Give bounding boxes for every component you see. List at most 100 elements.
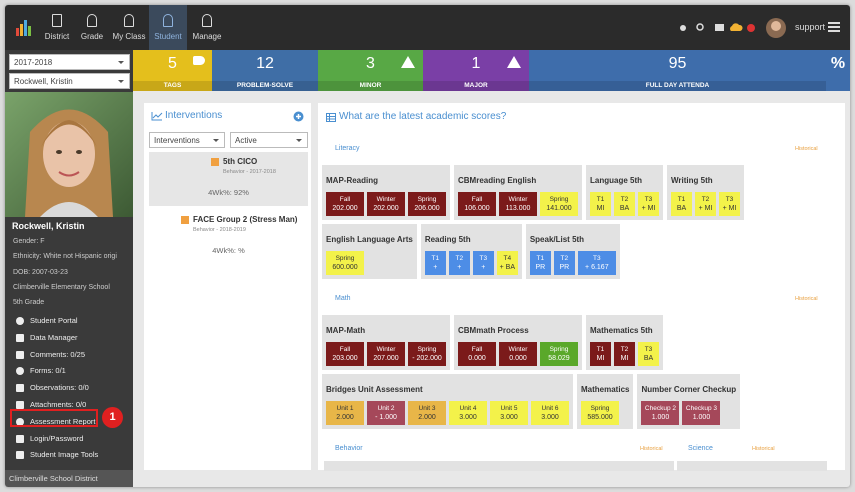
historical-link[interactable]: Historical — [752, 446, 775, 452]
cell-label: Unit 4 — [459, 405, 477, 412]
detail-line: DOB: 2007-03-23 — [13, 268, 68, 276]
cell-value: 2.000 — [418, 414, 436, 421]
menu-item[interactable]: Login/Password — [30, 433, 84, 443]
stat-label: PROBLEM-SOLVE — [212, 81, 318, 91]
score-card[interactable]: MAP-Reading Fall 202.000 Winter 202.000 Sprin… — [322, 165, 450, 220]
historical-link[interactable]: Historical — [640, 446, 663, 452]
score-card[interactable]: Bridges Unit Assessment Unit 1 2.000 Unit 2… — [322, 374, 573, 429]
cell-label: T1 — [431, 255, 440, 262]
score-cell: Unit 3 2.000 — [408, 401, 446, 425]
status-filter[interactable]: Active — [230, 132, 308, 148]
cell-value: PR — [559, 264, 570, 271]
nav-item[interactable]: My Class — [110, 5, 148, 50]
score-cell: Spring 141.000 — [540, 192, 578, 216]
cell-label: T1 — [536, 255, 545, 262]
cell-value: 2.000 — [336, 414, 354, 421]
menu-item[interactable]: Assessment Report — [30, 416, 96, 426]
percent-icon[interactable]: % — [826, 50, 850, 91]
card-row: MAP-Reading Fall 202.000 Winter 202.000 Sprin… — [322, 165, 748, 220]
status-square — [181, 216, 189, 224]
menu-icon[interactable] — [828, 22, 840, 32]
detail-line: Climberville Elementary School — [13, 283, 110, 291]
cell-label: Unit 1 — [336, 405, 354, 412]
cell-label: Spring — [417, 196, 437, 203]
year-select[interactable]: 2017-2018 — [9, 54, 130, 70]
cell-label: Spring — [549, 346, 569, 353]
menu-icon — [16, 434, 24, 443]
nav-icon — [202, 14, 212, 27]
menu-icon — [16, 367, 24, 376]
user-name[interactable]: support — [795, 22, 826, 32]
score-cell: T1 MI — [590, 342, 611, 366]
score-cell: Unit 5 3.000 — [490, 401, 528, 425]
historical-link[interactable]: Historical — [795, 296, 818, 302]
cell-value: 58.029 — [548, 355, 570, 362]
card-cells: T1 MI T2 MI T3 BA — [590, 342, 659, 366]
card-title: Mathematics 5th — [590, 326, 653, 335]
cell-value: 3.000 — [500, 414, 518, 421]
section-label: Math — [335, 295, 351, 302]
stat-value: 3 — [366, 55, 375, 72]
score-card[interactable]: Language 5th T1 MI T2 BA T3 + MI — [586, 165, 663, 220]
nav-item[interactable]: District — [38, 5, 76, 50]
stat-tile[interactable]: 1 MAJOR — [423, 50, 529, 91]
stat-tile[interactable]: 12 PROBLEM-SOLVE — [212, 50, 318, 91]
score-cell: T3 + MI — [638, 192, 659, 216]
score-card[interactable]: MAP-Math Fall 203.000 Winter 207.000 Spring - … — [322, 315, 450, 370]
menu-item[interactable]: Data Manager — [30, 332, 78, 342]
score-cell: T2 PR — [553, 251, 575, 275]
score-card[interactable]: Number Corner Checkup Checkup 2 1.000 Check… — [637, 374, 741, 429]
score-card[interactable]: CBMreading English Fall 106.000 Winter 113.0… — [454, 165, 582, 220]
toolbar-icons — [680, 23, 755, 32]
cell-value: + — [457, 264, 462, 271]
cell-value: + — [433, 264, 438, 271]
stat-label: TAGS — [133, 81, 212, 91]
stat-tile[interactable]: 3 MINOR — [318, 50, 423, 91]
intervention-item[interactable]: 5th CICO Behavior - 2017-2018 4Wk%: 92% — [149, 152, 308, 206]
nav-label: District — [44, 32, 70, 41]
stat-tile[interactable]: 5 TAGS — [133, 50, 212, 91]
menu-item[interactable]: Attachments: 0/0 — [30, 400, 87, 409]
sidebar: 2017-2018 Rockwell, Kristin Rockwell, Kr… — [5, 50, 133, 470]
stat-tile[interactable]: 95 FULL DAY ATTENDA — [529, 50, 826, 91]
score-card[interactable]: Speak/List 5th T1 PR T2 PR T3 + 6.167 — [525, 224, 620, 279]
card-row: English Language Arts Spring 600.000 Readin… — [322, 224, 624, 279]
card-cells: Fall 0.000 Winter 0.000 Spring 58.029 — [458, 342, 578, 366]
nav-item[interactable]: Grade — [73, 5, 111, 50]
cell-label: T3 — [479, 255, 488, 262]
score-cell: T2 MI — [614, 342, 635, 366]
score-card[interactable]: Mathematics Spring 585.000 — [577, 374, 634, 429]
nav-item[interactable]: Manage — [188, 5, 226, 50]
cell-label: Spring — [335, 255, 355, 262]
cell-value: + BA — [499, 264, 516, 271]
user-avatar[interactable] — [765, 17, 787, 39]
menu-item[interactable]: Student Image Tools — [30, 450, 99, 460]
score-cell: Unit 1 2.000 — [326, 401, 364, 425]
menu-item[interactable]: Comments: 0/25 — [30, 349, 86, 359]
score-card[interactable]: Writing 5th T1 BA T2 + MI T3 + MI — [667, 165, 744, 220]
intervention-item[interactable]: FACE Group 2 (Stress Man) Behavior - 2018… — [149, 210, 308, 264]
score-cell: T4 + BA — [496, 251, 518, 275]
score-card[interactable]: Mathematics 5th T1 MI T2 MI T3 BA — [586, 315, 663, 370]
cell-label: T2 — [701, 196, 710, 203]
menu-item[interactable]: Observations: 0/0 — [30, 383, 89, 393]
menu-icon — [16, 401, 24, 409]
cell-label: Unit 2 — [377, 405, 395, 412]
score-card[interactable]: CBMmath Process Fall 0.000 Winter 0.000 Sprin… — [454, 315, 582, 370]
menu-icon — [16, 384, 24, 393]
score-card[interactable]: Reading 5th T1 + T2 + T3 + T4 + BA — [420, 224, 522, 279]
score-cell: Spring 58.029 — [540, 342, 578, 366]
type-filter[interactable]: Interventions — [149, 132, 225, 148]
historical-link[interactable]: Historical — [795, 146, 818, 152]
cell-label: Fall — [471, 196, 483, 203]
card-title: MAP-Math — [326, 326, 366, 335]
student-select[interactable]: Rockwell, Kristin — [9, 73, 130, 89]
card-cells: Checkup 2 1.000 Checkup 3 1.000 — [641, 401, 736, 425]
nav-item[interactable]: Student — [149, 5, 187, 50]
add-button[interactable] — [293, 111, 304, 122]
score-card[interactable]: English Language Arts Spring 600.000 — [322, 224, 417, 279]
cell-value: - 202.000 — [412, 355, 442, 362]
card-title: Mathematics — [581, 385, 630, 394]
menu-item[interactable]: Student Portal — [30, 316, 78, 325]
menu-item[interactable]: Forms: 0/1 — [30, 366, 66, 376]
